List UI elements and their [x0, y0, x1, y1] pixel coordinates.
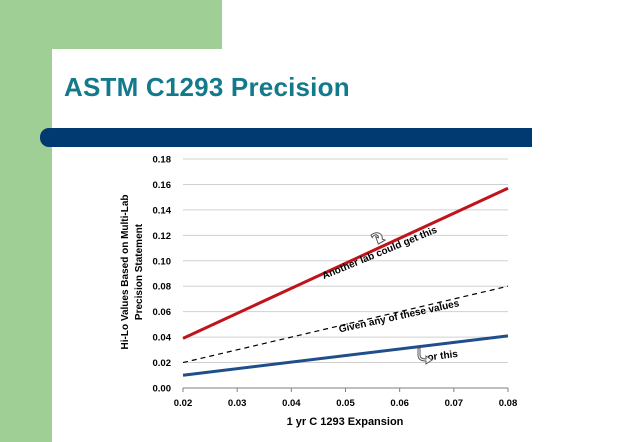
x-tick-label: 0.02	[174, 398, 193, 409]
green-sidebar-strip	[0, 0, 52, 442]
series-line-equal	[182, 285, 509, 364]
x-tick-label: 0.04	[282, 398, 301, 409]
x-axis-label: 1 yr C 1293 Expansion	[287, 416, 404, 428]
x-axis-tick-labels: 0.02 0.03 0.04 0.05 0.06 0.07 0.08	[174, 398, 518, 409]
y-tick-label: 0.06	[153, 307, 172, 318]
y-axis-label-line-2: Precision Statement	[134, 223, 145, 320]
y-tick-label: 0.04	[153, 333, 172, 344]
title-underline-bar	[40, 128, 532, 147]
curved-arrow-icon	[370, 232, 387, 245]
y-tick-label: 0.12	[153, 231, 172, 242]
y-tick-label: 0.14	[153, 205, 172, 216]
y-tick-label: 0.08	[153, 282, 172, 293]
y-axis-tick-labels: 0.00 0.02 0.04 0.06 0.08 0.10 0.12 0.14 0.16 0.18	[153, 155, 172, 395]
y-tick-label: 0.00	[153, 384, 172, 395]
series-line-upper	[182, 186, 509, 340]
y-axis-label-line-1: Hi-Lo Values Based on Multi-Lab	[120, 194, 131, 349]
x-tick-label: 0.03	[228, 398, 247, 409]
content-panel	[52, 49, 638, 442]
y-tick-label: 0.16	[153, 180, 172, 191]
curved-arrow-icon	[417, 347, 433, 365]
x-tick-label: 0.05	[336, 398, 355, 409]
y-tick-label: 0.18	[153, 155, 172, 166]
x-tick-label: 0.07	[445, 398, 464, 409]
y-tick-label: 0.02	[153, 358, 172, 369]
chart-series	[182, 186, 509, 377]
slide-title: ASTM C1293 Precision	[64, 72, 350, 102]
x-tick-label: 0.06	[390, 398, 409, 409]
chart-grid	[182, 158, 509, 392]
annotation-given-values: Given any of these values	[338, 298, 461, 335]
series-line-lower	[182, 334, 509, 377]
x-tick-label: 0.08	[499, 398, 518, 409]
green-header-block	[0, 0, 222, 49]
annotation-or-this: or this	[427, 349, 459, 364]
y-tick-label: 0.10	[153, 256, 172, 267]
